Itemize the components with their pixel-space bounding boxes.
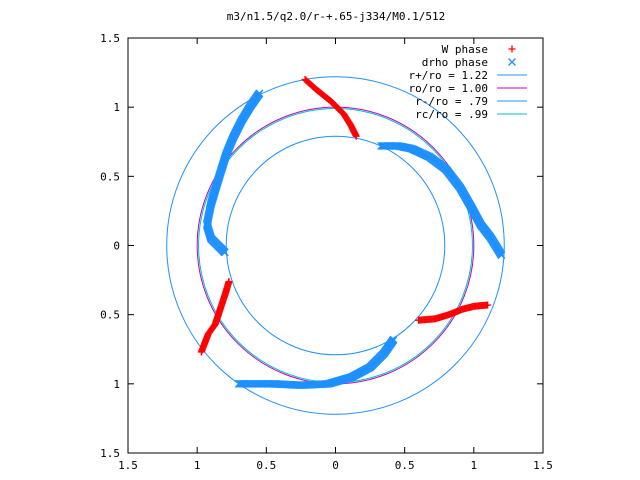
drho-phase-point (220, 248, 229, 257)
drho-phase-point (238, 379, 247, 388)
drho-phase-series (202, 89, 506, 390)
drho-phase-point (497, 251, 506, 260)
legend-label: r+/ro = 1.22 (409, 69, 488, 82)
y-tick-label: 0.5 (100, 170, 120, 183)
drho-phase-point (237, 379, 246, 388)
x-tick-label: 0 (332, 459, 339, 472)
y-tick-label: 1 (113, 378, 120, 391)
legend-label: W phase (442, 43, 488, 56)
y-tick-label: 1.5 (100, 32, 120, 45)
w-phase-point (484, 301, 492, 309)
w-phase-series (197, 76, 492, 356)
y-tick-label: 0 (113, 240, 120, 253)
x-tick-label: 1 (194, 459, 201, 472)
legend-label: rc/ro = .99 (415, 108, 488, 121)
drho-phase-point (234, 379, 243, 388)
x-tick-label: 1 (471, 459, 478, 472)
x-tick-label: 1.5 (533, 459, 553, 472)
axis-ticks: 1.5 1 0.5 0 0.5 1 1.51.510.500.511.5 (100, 32, 553, 472)
y-tick-label: 0.5 (100, 309, 120, 322)
y-tick-label: 1.5 (100, 447, 120, 460)
circle-r-curve (166, 76, 505, 415)
w-phase-point (197, 348, 205, 356)
legend-label: ro/ro = 1.00 (409, 82, 488, 95)
x-tick-label: 1.5 (118, 459, 138, 472)
drho-phase-point (235, 379, 244, 388)
w-phase-point (508, 45, 516, 53)
circle-r-curve (225, 135, 446, 356)
legend-label: drho phase (422, 56, 488, 69)
w-phase-point (352, 132, 360, 140)
chart-title: m3/n1.5/q2.0/r-+.65-j334/M0.1/512 (227, 10, 446, 23)
x-tick-label: 0.5 (395, 459, 415, 472)
legend-label: r-/ro = .79 (415, 95, 488, 108)
x-tick-label: 0.5 (256, 459, 276, 472)
drho-phase-point (508, 58, 516, 66)
circle-rc-curve (198, 108, 473, 383)
y-tick-label: 1 (113, 101, 120, 114)
data-markers (197, 76, 506, 390)
